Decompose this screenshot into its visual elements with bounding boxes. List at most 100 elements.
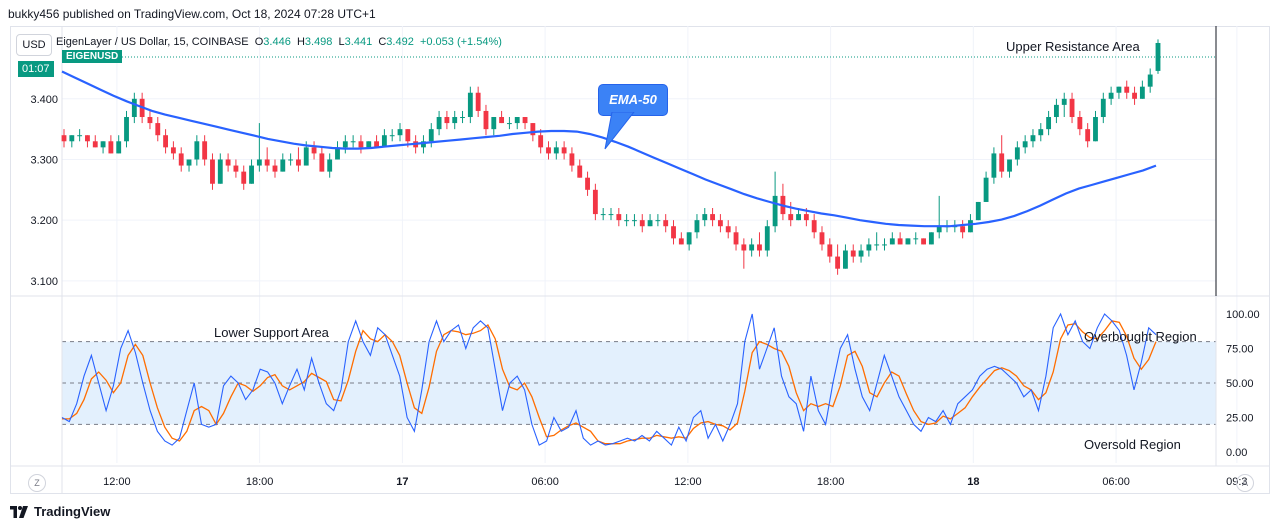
candle-body — [866, 244, 872, 251]
oversold-label: Oversold Region — [1084, 437, 1181, 452]
candle-body — [491, 117, 497, 130]
candle-body — [546, 147, 551, 154]
candle-body — [131, 98, 137, 118]
candle-body — [561, 147, 567, 154]
candle-body — [116, 141, 122, 154]
candle-body — [319, 153, 325, 172]
legend-close: 3.492 — [386, 36, 414, 48]
zoom-reset-button[interactable]: Z — [28, 474, 46, 492]
candle-body — [968, 220, 973, 233]
overbought-label: Overbought Region — [1084, 329, 1197, 344]
price-tick-label: 3.200 — [30, 215, 58, 227]
ema-callout[interactable]: EMA-50 — [598, 84, 668, 116]
candle-body — [850, 250, 856, 257]
stochastic-tick-label: 0.00 — [1226, 447, 1247, 459]
time-tick-label: 18:00 — [817, 476, 845, 488]
candle-body — [1053, 104, 1059, 118]
candle-body — [436, 117, 442, 130]
candle-body — [827, 244, 833, 257]
candle-body — [241, 171, 247, 184]
countdown-tag: 01:07 — [18, 61, 54, 77]
candle-body — [882, 244, 887, 246]
candle-body — [256, 159, 262, 166]
candle-body — [1077, 117, 1083, 130]
legend-high: 3.498 — [304, 36, 333, 48]
time-tick-label: 12:00 — [103, 476, 131, 488]
price-tick-label: 3.300 — [30, 154, 58, 166]
candle-body — [936, 226, 942, 233]
candle-body — [389, 135, 395, 137]
legend-change: +0.053 (+1.54%) — [419, 36, 502, 48]
auto-scale-button[interactable]: A — [1236, 474, 1254, 492]
legend-low: 3.441 — [344, 36, 373, 48]
symbol-legend: EigenLayer / US Dollar, 15, COINBASE O3.… — [56, 36, 502, 48]
candle-body — [77, 135, 83, 137]
candle-body — [749, 244, 755, 251]
stochastic-k-line — [61, 312, 1157, 447]
candle-body — [288, 159, 294, 161]
candle-body — [92, 141, 98, 148]
candle-body — [897, 238, 903, 245]
time-tick-label: 18 — [967, 476, 979, 488]
candle-body — [999, 153, 1005, 172]
candle-body — [202, 141, 208, 160]
stochastic-tick-label: 75.00 — [1226, 344, 1254, 356]
candle-body — [124, 117, 129, 142]
symbol-tag: EIGENUSD — [62, 50, 123, 63]
publisher-line: bukky456 published on TradingView.com, O… — [8, 7, 376, 21]
candle-body — [233, 165, 239, 172]
stochastic-levels — [62, 341, 1216, 425]
candle-body — [163, 135, 169, 148]
candle-body — [460, 117, 465, 119]
candle-body — [585, 177, 590, 190]
candle-body — [421, 141, 426, 148]
candle-body — [991, 153, 997, 178]
upper-resistance-label: Upper Resistance Area — [1006, 39, 1140, 54]
candle-body — [514, 117, 520, 124]
candle-body — [757, 244, 762, 251]
candle-body — [272, 165, 278, 172]
time-tick-label: 06:00 — [531, 476, 559, 488]
candle-body — [538, 135, 544, 148]
candle-body — [655, 220, 661, 222]
candle-body — [577, 165, 583, 178]
candle-body — [1061, 98, 1067, 105]
candle-body — [335, 147, 340, 160]
tradingview-footer[interactable]: TradingView — [10, 504, 110, 519]
candle-body — [397, 129, 403, 136]
legend-title: EigenLayer / US Dollar, 15, COINBASE — [56, 36, 249, 48]
stochastic-tick-label: 50.00 — [1226, 378, 1254, 390]
candle-body — [811, 220, 817, 233]
candle-body — [217, 159, 223, 184]
candle-body — [483, 110, 489, 130]
candle-body — [960, 226, 966, 233]
candle-body — [280, 159, 286, 172]
candle-body — [1030, 135, 1036, 142]
chart-frame — [10, 26, 1270, 494]
candle-body — [803, 214, 809, 221]
candle-body — [733, 232, 739, 245]
candle-body — [686, 232, 692, 245]
candle-body — [1093, 117, 1098, 142]
price-tick-label: 3.100 — [30, 276, 58, 288]
candle-body — [725, 226, 731, 233]
candle-body — [475, 92, 481, 111]
time-tick-label: 12:00 — [674, 476, 702, 488]
candle-body — [147, 117, 153, 124]
candle-body — [702, 214, 708, 221]
candle-body — [553, 147, 559, 154]
candle-body — [1132, 92, 1137, 99]
candle-body — [311, 147, 317, 154]
candle-body — [374, 141, 379, 148]
candle-body — [663, 220, 669, 227]
candle-body — [921, 238, 926, 245]
candle-body — [366, 141, 372, 148]
candle-body — [639, 220, 645, 227]
currency-button[interactable]: USD — [16, 34, 52, 56]
candle-body — [889, 238, 895, 245]
candle-body — [1038, 129, 1044, 136]
candle-body — [506, 123, 512, 125]
candle-body — [155, 123, 161, 136]
candle-body — [194, 141, 200, 160]
